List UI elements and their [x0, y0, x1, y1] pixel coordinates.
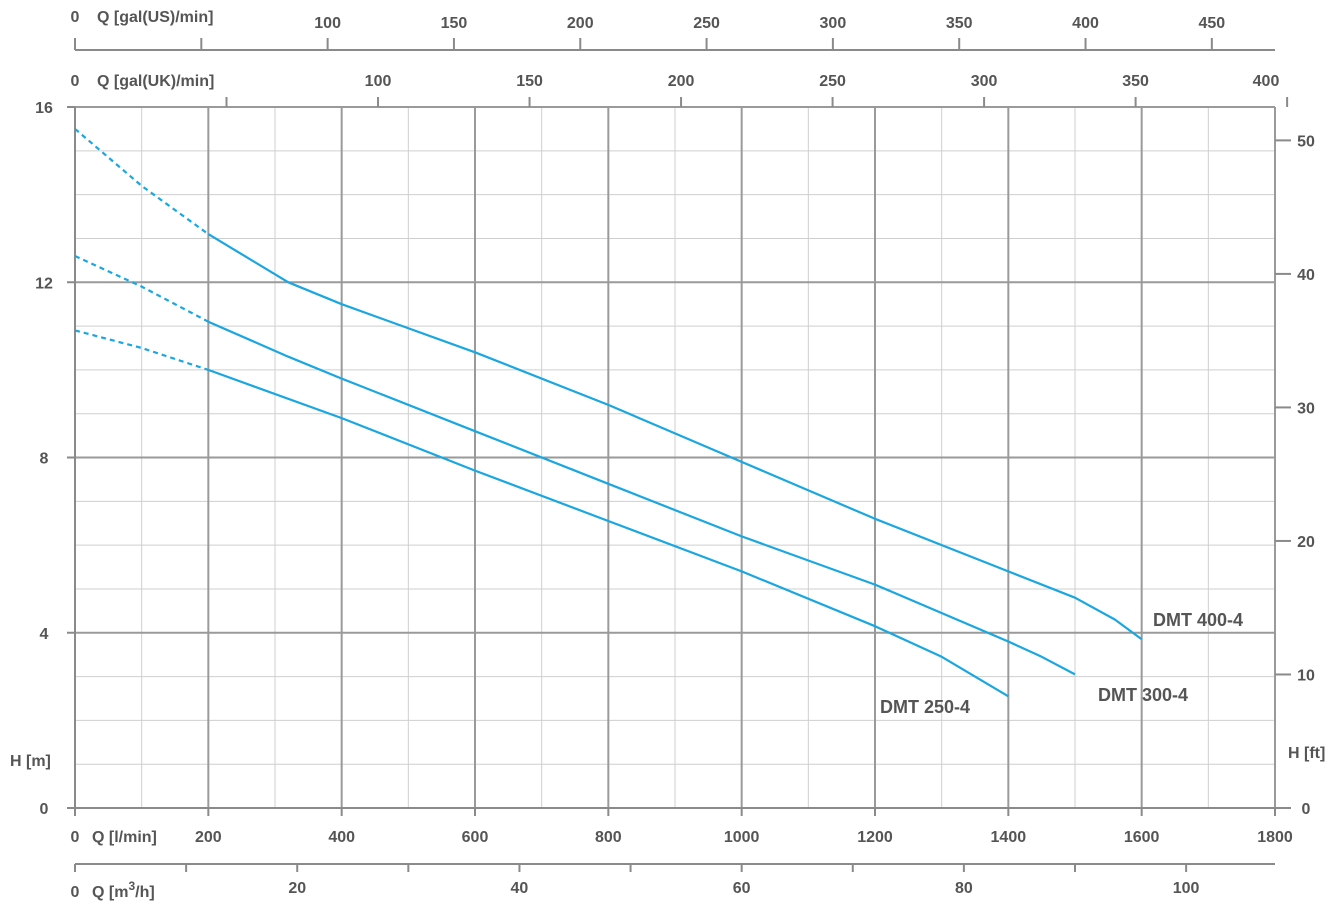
x-gal-uk-tick-label: 300	[971, 73, 998, 90]
x-axis-title-m3h-sup: 3	[128, 879, 135, 893]
x-gal-us-tick-label: 100	[314, 15, 341, 32]
x-gal-uk-tick-label: 150	[516, 73, 543, 90]
curve-dmt-400-4	[207, 233, 1143, 641]
x-gal-uk-tick-label: 400	[1253, 73, 1280, 90]
y-m-tick-label: 12	[35, 275, 53, 292]
x-gal-us-tick-label: 450	[1198, 15, 1225, 32]
y-ft-tick-label: 20	[1297, 534, 1315, 551]
curve-dmt-300-4	[207, 320, 1076, 676]
x-axis-title-lpm: Q [l/min]	[92, 829, 157, 846]
y-m-tick-label: 0	[40, 801, 49, 818]
curves	[74, 128, 1143, 698]
x-lpm-zero-label: 0	[71, 829, 80, 846]
series-label-dmt-300-4: DMT 300-4	[1098, 685, 1188, 705]
x-gal-us-tick-label: 400	[1072, 15, 1099, 32]
curve-dashed-dmt-400-4	[74, 128, 209, 235]
x-lpm-tick-label: 800	[595, 829, 622, 846]
x-gal-us-tick-label: 350	[946, 15, 973, 32]
x-gal-uk-tick-label: 250	[819, 73, 846, 90]
x-m3h-tick-label: 40	[511, 880, 529, 897]
x-lpm-tick-label: 1600	[1124, 829, 1160, 846]
x-m3h-tick-label: 80	[955, 880, 973, 897]
curve-dashed-dmt-300-4	[74, 255, 209, 323]
y-ft-tick-label: 10	[1297, 667, 1315, 684]
x-gal-uk-tick-label: 200	[668, 73, 695, 90]
curve-dashed-dmt-250-4	[74, 329, 209, 371]
y-axis-title-m: H [m]	[10, 753, 51, 770]
x-axis-title-gal-us: Q [gal(US)/min]	[97, 9, 213, 26]
x-m3h-zero-label: 0	[71, 884, 80, 901]
x-lpm-tick-label: 1800	[1257, 829, 1293, 846]
x-gal-uk-zero-label: 0	[71, 73, 80, 90]
y-m-tick-label: 4	[40, 626, 49, 643]
y-ft-tick-label: 50	[1297, 133, 1315, 150]
x-gal-us-tick-label: 250	[693, 15, 720, 32]
x-gal-us-zero-label: 0	[71, 9, 80, 26]
x-gal-uk-tick-label: 100	[365, 73, 392, 90]
x-axis-title-m3h-tail: /h]	[135, 884, 155, 901]
x-lpm-tick-label: 1400	[991, 829, 1027, 846]
series-label-dmt-250-4: DMT 250-4	[880, 697, 970, 717]
grid	[75, 106, 1276, 808]
x-gal-us-tick-label: 200	[567, 15, 594, 32]
y-ft-tick-label: 0	[1302, 801, 1311, 818]
x-gal-us-tick-label: 300	[820, 15, 847, 32]
x-lpm-tick-label: 400	[328, 829, 355, 846]
y-m-tick-label: 16	[35, 100, 53, 117]
x-gal-us-tick-label: 150	[441, 15, 468, 32]
curve-dmt-250-4	[207, 368, 1009, 698]
y-ft-tick-label: 30	[1297, 400, 1315, 417]
x-axis-title-gal-uk: Q [gal(UK)/min]	[97, 73, 214, 90]
x-lpm-tick-label: 600	[462, 829, 489, 846]
y-ft-tick-label: 40	[1297, 267, 1315, 284]
x-m3h-tick-label: 100	[1173, 880, 1200, 897]
x-lpm-tick-label: 200	[195, 829, 222, 846]
x-gal-uk-tick-label: 350	[1122, 73, 1149, 90]
x-lpm-tick-label: 1000	[724, 829, 760, 846]
x-m3h-tick-label: 60	[733, 880, 751, 897]
x-axis-title-m3h-main: Q [m	[92, 884, 128, 901]
x-m3h-tick-label: 20	[288, 880, 306, 897]
y-axis-title-ft: H [ft]	[1288, 745, 1325, 762]
x-axis-title-m3h: Q [m3/h]	[92, 879, 155, 901]
y-m-tick-label: 8	[40, 451, 49, 468]
x-lpm-tick-label: 1200	[857, 829, 893, 846]
series-label-dmt-400-4: DMT 400-4	[1153, 610, 1243, 630]
